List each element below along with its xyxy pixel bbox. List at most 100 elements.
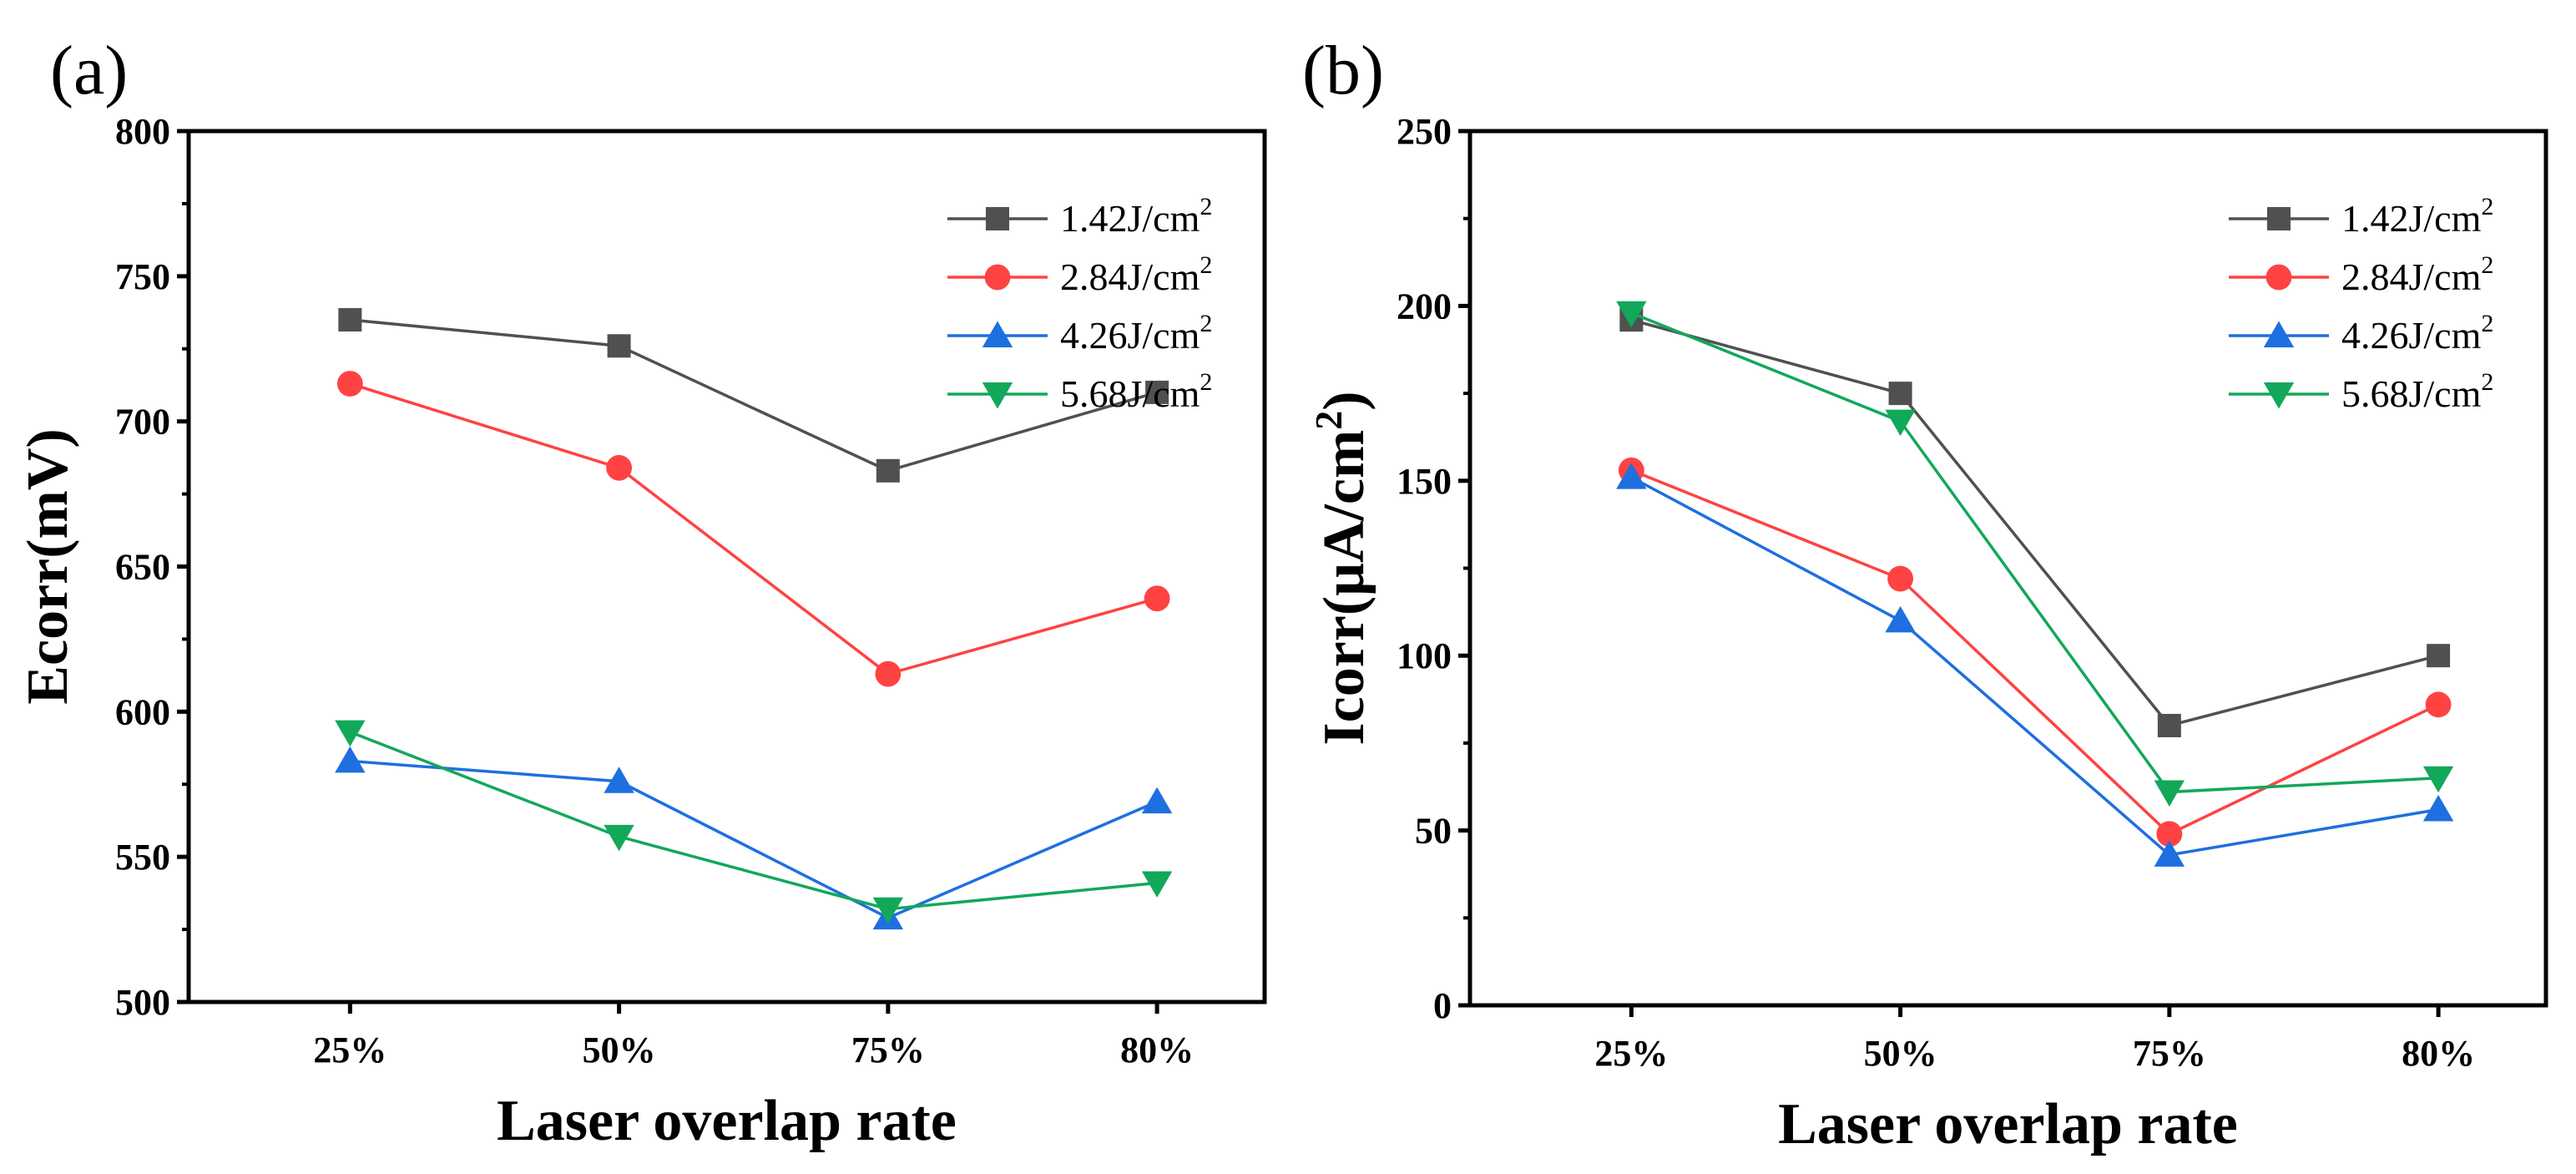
legend-label: 5.68J/cm2: [2341, 368, 2493, 415]
x-tick-label: 50%: [1864, 1033, 1937, 1074]
y-tick-label: 500: [115, 982, 170, 1023]
data-point: [2156, 821, 2183, 848]
data-point: [1616, 463, 1647, 489]
panel-label: (a): [50, 32, 128, 109]
data-point: [604, 824, 634, 852]
y-axis-label-end: ): [1312, 391, 1376, 410]
legend-label: 5.68J/cm2: [1060, 368, 1212, 415]
data-point: [875, 660, 902, 687]
legend-label-superscript: 2: [2481, 193, 2493, 220]
series-line: [350, 759, 1158, 920]
series-line: [349, 382, 1158, 676]
x-tick-label: 50%: [583, 1030, 656, 1070]
x-tick-label: 80%: [1120, 1030, 1194, 1070]
legend-label-superscript: 2: [1200, 310, 1212, 337]
series-3: 5.68J/cm2: [1616, 301, 2493, 807]
series-line: [350, 318, 1158, 473]
data-point: [2154, 840, 2185, 867]
series-line: [349, 731, 1158, 911]
data-point: [1144, 585, 1170, 612]
legend-label-superscript: 2: [1200, 368, 1212, 396]
data-point: [607, 334, 631, 358]
legend-marker: [2265, 264, 2292, 291]
x-tick-label: 75%: [2133, 1033, 2206, 1074]
legend-marker: [986, 207, 1009, 230]
series-line: [1630, 318, 2439, 727]
x-tick-label: 75%: [851, 1030, 925, 1070]
legend-label: 1.42J/cm2: [1060, 193, 1212, 240]
y-tick-label: 550: [115, 837, 170, 878]
data-point: [1141, 871, 1173, 898]
legend-label: 1.42J/cm2: [2341, 193, 2493, 240]
legend-label-text: 2.84J/cm: [2341, 256, 2482, 298]
chart-panel-a: (a) 500 550 600 650 700 750 800 25% 50% 75% 80% Lase…: [16, 32, 1267, 1153]
data-point: [1145, 380, 1169, 404]
data-point: [2422, 794, 2454, 822]
y-tick-label: 650: [115, 547, 170, 588]
legend-label-text: 5.68J/cm: [1060, 372, 1200, 415]
legend-label-text: 1.42J/cm: [2341, 197, 2482, 240]
data-point: [2154, 780, 2185, 807]
legend-label-superscript: 2: [1200, 193, 1212, 220]
y-tick-label: 600: [115, 691, 170, 732]
data-point: [872, 897, 904, 924]
series-3: 5.68J/cm2: [335, 368, 1212, 924]
y-axis-label-text: Icorr(μA/cm: [1312, 430, 1376, 746]
series-2: 4.26J/cm2: [1616, 310, 2493, 867]
series-2: 4.26J/cm2: [335, 310, 1212, 930]
legend-label-text: 2.84J/cm: [1060, 256, 1200, 298]
data-point: [335, 720, 366, 747]
panel-label: (b): [1302, 32, 1384, 109]
x-tick-label: 25%: [313, 1030, 386, 1070]
data-point: [1616, 301, 1647, 328]
data-point: [604, 767, 634, 793]
y-tick-label: 150: [1397, 461, 1452, 502]
y-tick-label: 0: [1433, 985, 1452, 1026]
legend-label-superscript: 2: [2481, 251, 2493, 279]
series-1: 2.84J/cm2: [336, 251, 1212, 687]
data-point: [1885, 409, 1916, 437]
y-axis-label: Icorr(μA/cm2): [1307, 391, 1376, 745]
legend-label-text: 4.26J/cm: [2341, 314, 2482, 357]
x-axis-label: Laser overlap rate: [497, 1089, 957, 1153]
data-point: [876, 458, 900, 483]
series-0: 1.42J/cm2: [1619, 193, 2493, 737]
y-tick-label: 50: [1415, 811, 1452, 852]
legend-label-superscript: 2: [2481, 368, 2493, 396]
legend-label: 4.26J/cm2: [1060, 310, 1212, 357]
data-point: [2427, 644, 2451, 668]
y-tick-label: 100: [1397, 635, 1452, 676]
legend-marker: [2267, 207, 2291, 230]
data-point: [335, 746, 366, 773]
series-line: [1630, 311, 2439, 794]
y-tick-label: 700: [115, 402, 170, 443]
series-1: 2.84J/cm2: [1618, 251, 2493, 848]
legend-label-superscript: 2: [1200, 251, 1212, 279]
data-point: [1887, 565, 1914, 592]
series-line: [1630, 468, 2439, 836]
legend-marker: [982, 321, 1013, 347]
legend-label: 2.84J/cm2: [2341, 251, 2493, 298]
y-tick-label: 800: [115, 111, 170, 152]
x-tick-label: 80%: [2402, 1033, 2475, 1074]
data-point: [2425, 691, 2452, 718]
data-point: [336, 371, 363, 397]
legend-label-text: 4.26J/cm: [1060, 314, 1200, 357]
y-tick-label: 750: [115, 256, 170, 297]
legend-label-text: 1.42J/cm: [1060, 197, 1200, 240]
data-point: [2422, 766, 2454, 793]
x-tick-label: 25%: [1594, 1033, 1668, 1074]
y-tick-label: 200: [1397, 286, 1452, 326]
series-0: 1.42J/cm2: [338, 193, 1212, 483]
x-axis-label: Laser overlap rate: [1778, 1092, 2238, 1156]
legend-label: 2.84J/cm2: [1060, 251, 1212, 298]
legend-marker: [982, 382, 1013, 409]
legend-label: 4.26J/cm2: [2341, 310, 2493, 357]
data-point: [338, 307, 362, 331]
y-axis-label-text: Ecorr(mV): [16, 428, 80, 704]
legend-label-superscript: 2: [2481, 310, 2493, 337]
y-tick-label: 250: [1397, 111, 1452, 152]
legend-label-text: 5.68J/cm: [2341, 372, 2482, 415]
legend-marker: [2263, 382, 2295, 409]
